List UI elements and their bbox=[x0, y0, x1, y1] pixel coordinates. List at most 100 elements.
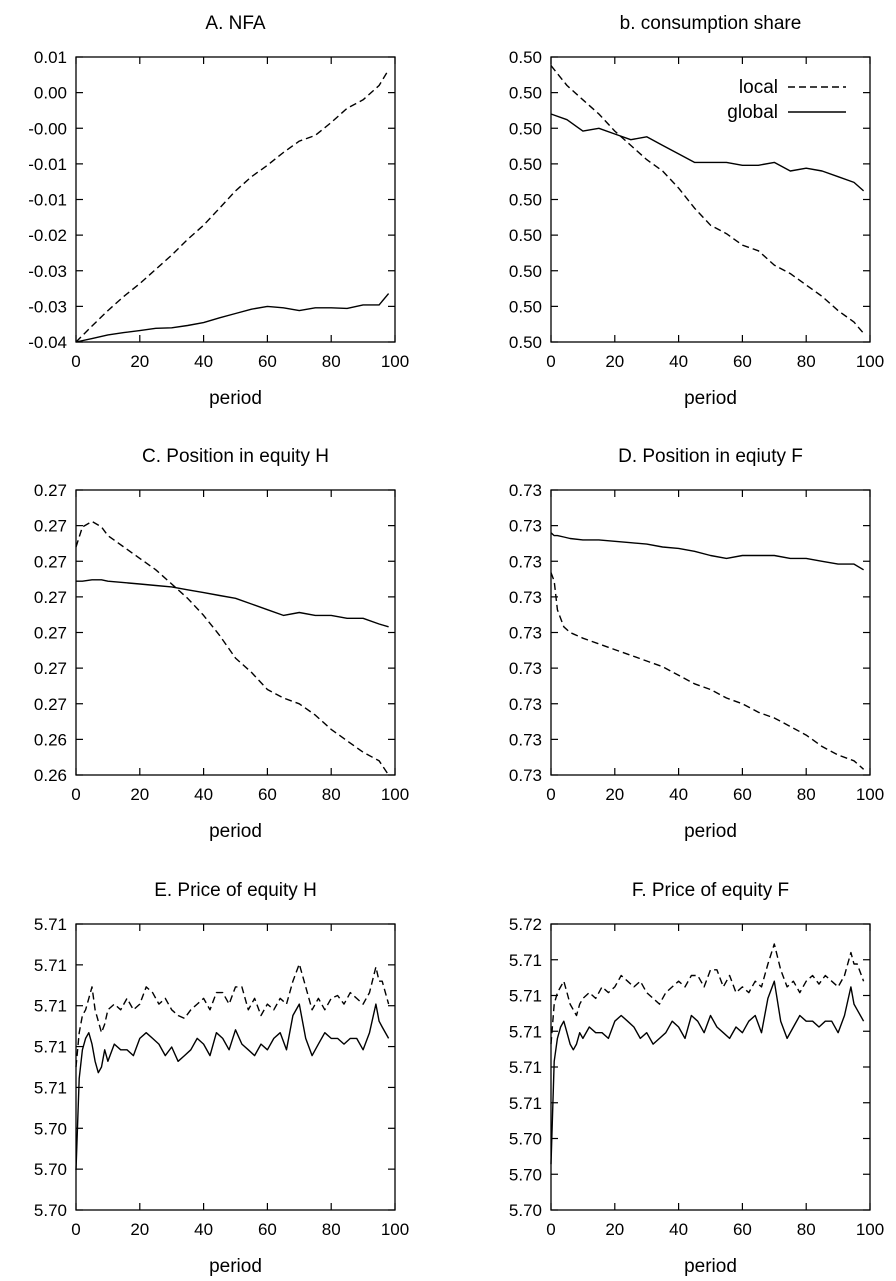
legend-label: global bbox=[727, 102, 778, 123]
legend: local global bbox=[727, 77, 846, 123]
y-tick-label: 5.71 bbox=[34, 1078, 67, 1097]
series-line-global bbox=[550, 980, 865, 1165]
y-tick-label: -0.01 bbox=[28, 155, 67, 174]
x-tick-label: 60 bbox=[733, 785, 752, 804]
y-tick-label: 0.26 bbox=[34, 730, 67, 749]
x-tick-label: 0 bbox=[546, 1220, 555, 1239]
y-tick-label: 0.73 bbox=[509, 552, 542, 571]
series-line-local bbox=[550, 65, 865, 334]
y-tick-label: 0.73 bbox=[509, 517, 542, 536]
chart-title: D. Position in eqiuty F bbox=[618, 446, 803, 467]
x-tick-label: 60 bbox=[258, 352, 277, 371]
y-tick-label: 0.27 bbox=[34, 695, 67, 714]
y-tick-label: -0.03 bbox=[28, 297, 67, 316]
y-tick-label: 5.70 bbox=[34, 1119, 67, 1138]
y-tick-label: 0.73 bbox=[509, 695, 542, 714]
x-tick-label: 40 bbox=[194, 1220, 213, 1239]
x-tick-label: 80 bbox=[322, 785, 341, 804]
series-line-global bbox=[75, 293, 390, 343]
x-tick-label: 100 bbox=[856, 352, 884, 371]
plot-frame bbox=[75, 923, 396, 1211]
series-line-local bbox=[75, 69, 390, 343]
x-tick-label: 60 bbox=[258, 1220, 277, 1239]
y-tick-label: 5.71 bbox=[509, 1094, 542, 1113]
chart-panel-4: D. Position in eqiuty F 0.73 0.73 0.73 0.73 0… bbox=[509, 446, 884, 842]
x-tick-label: 100 bbox=[856, 1220, 884, 1239]
x-tick-label: 60 bbox=[733, 352, 752, 371]
x-tick-label: 40 bbox=[669, 352, 688, 371]
x-tick-label: 60 bbox=[733, 1220, 752, 1239]
chart-panel-2: b. consumption share 0.50 0.50 0.50 0.50 0.50… bbox=[509, 13, 884, 409]
x-tick-label: 0 bbox=[71, 1220, 80, 1239]
y-tick-label: 0.50 bbox=[509, 297, 542, 316]
x-axis-label: period bbox=[684, 821, 737, 842]
x-tick-label: 20 bbox=[130, 352, 149, 371]
x-tick-label: 20 bbox=[605, 352, 624, 371]
y-tick-label: 0.27 bbox=[34, 517, 67, 536]
x-tick-label: 80 bbox=[797, 785, 816, 804]
x-tick-label: 80 bbox=[797, 352, 816, 371]
plot-frame bbox=[75, 56, 396, 343]
chart-title: E. Price of equity H bbox=[154, 880, 317, 901]
y-tick-label: 0.26 bbox=[34, 766, 67, 785]
x-tick-label: 80 bbox=[322, 1220, 341, 1239]
y-tick-label: 5.70 bbox=[34, 1160, 67, 1179]
series-line-local bbox=[550, 572, 865, 770]
x-tick-label: 100 bbox=[381, 1220, 409, 1239]
x-tick-label: 100 bbox=[381, 785, 409, 804]
y-tick-label: 0.73 bbox=[509, 588, 542, 607]
series-line-global bbox=[75, 1003, 390, 1171]
chart-title: A. NFA bbox=[205, 13, 266, 34]
y-tick-label: 5.71 bbox=[34, 997, 67, 1016]
x-tick-label: 60 bbox=[258, 785, 277, 804]
series-line-global bbox=[76, 579, 389, 628]
x-tick-label: 0 bbox=[71, 352, 80, 371]
x-tick-label: 20 bbox=[130, 1220, 149, 1239]
chart-panel-6: F. Price of equity F 5.72 5.71 5.71 5.71 5.71… bbox=[509, 880, 884, 1277]
y-tick-label: 0.73 bbox=[509, 730, 542, 749]
y-tick-label: 5.71 bbox=[34, 1038, 67, 1057]
y-tick-label: 0.27 bbox=[34, 659, 67, 678]
series-line-global bbox=[550, 113, 865, 192]
y-tick-label: 0.50 bbox=[509, 155, 542, 174]
plot-frame bbox=[550, 56, 871, 343]
x-axis-label: period bbox=[684, 1256, 737, 1277]
y-tick-label: 0.50 bbox=[509, 191, 542, 210]
x-tick-label: 80 bbox=[797, 1220, 816, 1239]
y-tick-label: 0.27 bbox=[34, 624, 67, 643]
chart-panel-3: C. Position in equity H 0.27 0.27 0.27 0.27 0… bbox=[34, 446, 409, 842]
plot-frame bbox=[75, 489, 396, 776]
y-tick-label: 0.50 bbox=[509, 333, 542, 352]
y-tick-label: 0.50 bbox=[509, 84, 542, 103]
y-tick-label: -0.02 bbox=[28, 226, 67, 245]
y-tick-label: -0.00 bbox=[28, 119, 67, 138]
x-tick-label: 0 bbox=[71, 785, 80, 804]
y-tick-label: 5.70 bbox=[34, 1201, 67, 1220]
chart-title: C. Position in equity H bbox=[142, 446, 329, 467]
y-tick-label: 0.27 bbox=[34, 588, 67, 607]
y-tick-label: 5.71 bbox=[34, 915, 67, 934]
x-tick-label: 20 bbox=[605, 785, 624, 804]
series-line-local bbox=[75, 963, 390, 1068]
x-tick-label: 40 bbox=[194, 785, 213, 804]
y-tick-label: 0.73 bbox=[509, 624, 542, 643]
y-tick-label: 5.71 bbox=[509, 1022, 542, 1041]
series-line-global bbox=[550, 532, 864, 571]
x-axis-label: period bbox=[684, 388, 737, 409]
y-tick-label: 0.73 bbox=[509, 659, 542, 678]
y-tick-label: 5.72 bbox=[509, 915, 542, 934]
legend-label: local bbox=[739, 77, 778, 98]
x-tick-label: 80 bbox=[322, 352, 341, 371]
x-tick-label: 20 bbox=[605, 1220, 624, 1239]
y-tick-label: 0.00 bbox=[34, 84, 67, 103]
x-axis-label: period bbox=[209, 1256, 262, 1277]
y-tick-label: 0.73 bbox=[509, 481, 542, 500]
x-tick-label: 40 bbox=[669, 1220, 688, 1239]
y-tick-label: 0.27 bbox=[34, 481, 67, 500]
chart-title: b. consumption share bbox=[620, 13, 802, 34]
chart-panel-1: A. NFA 0.01 0.00 -0.00 -0.01 -0.01 -0.02 -0.03 -… bbox=[28, 13, 409, 409]
plot-frame bbox=[550, 489, 871, 776]
x-tick-label: 40 bbox=[669, 785, 688, 804]
chart-title: F. Price of equity F bbox=[632, 880, 789, 901]
